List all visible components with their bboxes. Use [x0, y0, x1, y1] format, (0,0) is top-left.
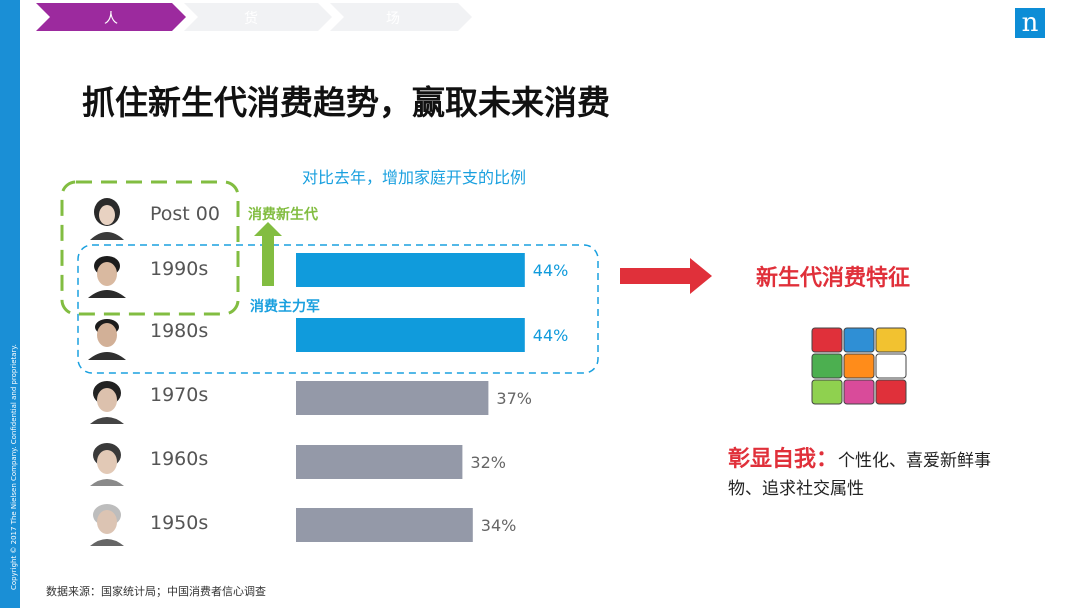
tab-place[interactable]: 场 — [386, 11, 400, 27]
category-label: 1980s — [150, 320, 209, 342]
up-arrow-icon — [254, 222, 282, 286]
category-label: Post 00 — [150, 203, 220, 225]
cube-tile — [875, 327, 907, 353]
trait-body: 个性化、喜爱新鲜事物、追求社交属性 — [728, 451, 992, 499]
main-force-dashed-box — [77, 244, 599, 374]
cube-tile — [811, 353, 843, 379]
avatar-1990s — [88, 256, 126, 298]
avatar-1980s — [88, 319, 126, 360]
bar-value-label: 44% — [533, 326, 569, 345]
category-label: 1950s — [150, 512, 209, 534]
trait-text: 彰显自我：个性化、喜爱新鲜事物、追求社交属性 — [728, 446, 1008, 503]
avatar-1950s — [90, 504, 124, 546]
cube-tile — [843, 379, 875, 405]
new-gen-badge: 消费新生代 — [248, 207, 318, 223]
trait-head: 彰显自我： — [728, 447, 839, 472]
source-note: 数据来源：国家统计局；中国消费者信心调查 — [46, 585, 266, 598]
sidebar-strip: Copyright © 2017 The Nielsen Company. Co… — [0, 0, 20, 608]
feature-title: 新生代消费特征 — [756, 266, 911, 291]
page-title: 抓住新生代消费趋势，赢取未来消费 — [82, 83, 610, 122]
nielsen-logo: n — [1015, 8, 1045, 38]
category-label: 1960s — [150, 448, 209, 470]
tab-shapes — [36, 3, 472, 31]
bar-1990s — [296, 253, 525, 287]
cube-tile — [811, 379, 843, 405]
tab-goods[interactable]: 货 — [244, 11, 258, 27]
avatar-1970s — [90, 381, 124, 424]
category-label: 1990s — [150, 258, 209, 280]
cube-tile — [811, 327, 843, 353]
section-tabs: 人 货 场 — [36, 3, 476, 31]
cube-tile — [875, 379, 907, 405]
chart-title: 对比去年，增加家庭开支的比例 — [302, 168, 527, 187]
bar-value-label: 44% — [533, 261, 569, 280]
cube-tile — [875, 353, 907, 379]
avatar-post00 — [90, 198, 124, 240]
cube-tile — [843, 353, 875, 379]
bar-1980s — [296, 318, 525, 352]
bar-value-label: 37% — [496, 389, 532, 408]
tab-shape — [330, 3, 472, 31]
category-label: 1970s — [150, 384, 209, 406]
avatar-1960s — [90, 443, 124, 486]
right-arrow-icon — [620, 258, 712, 294]
bar-1970s — [296, 381, 489, 415]
main-force-badge: 消费主力军 — [250, 299, 320, 315]
cube-tile — [843, 327, 875, 353]
bar-value-label: 32% — [470, 453, 506, 472]
bar-1960s — [296, 445, 463, 479]
bar-value-label: 34% — [481, 516, 517, 535]
tab-people[interactable]: 人 — [104, 11, 118, 27]
tab-shape-active — [36, 3, 186, 31]
bar-1950s — [296, 508, 473, 542]
tab-shape — [184, 3, 332, 31]
